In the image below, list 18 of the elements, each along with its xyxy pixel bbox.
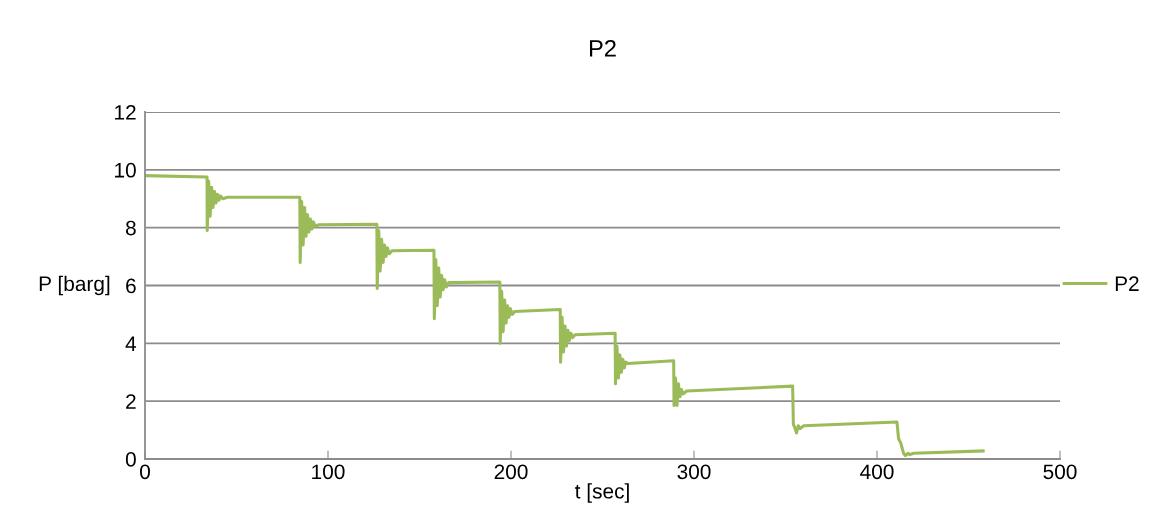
- x-tick-label: 0: [140, 464, 150, 480]
- x-tick-label: 400: [860, 464, 894, 480]
- x-axis-title: t [sec]: [575, 483, 629, 503]
- y-tick-label: 0: [125, 452, 136, 467]
- x-tick-label: 300: [677, 464, 711, 480]
- x-tick-label: 500: [1043, 464, 1077, 480]
- y-axis-title: P [barg]: [39, 275, 110, 296]
- y-tick-label: 2: [126, 394, 136, 409]
- x-tick-label: 200: [494, 464, 528, 480]
- y-tick-label: 10: [115, 162, 136, 178]
- line-series: [145, 174, 985, 458]
- y-tick-label: 6: [126, 278, 136, 294]
- legend-label: P2: [1115, 276, 1139, 291]
- y-tick-label: 8: [125, 220, 136, 236]
- chart-title: P2: [590, 39, 616, 57]
- y-tick-label: 12: [115, 105, 136, 120]
- x-tick-label: 100: [312, 464, 345, 480]
- y-tick-label: 4: [125, 336, 137, 351]
